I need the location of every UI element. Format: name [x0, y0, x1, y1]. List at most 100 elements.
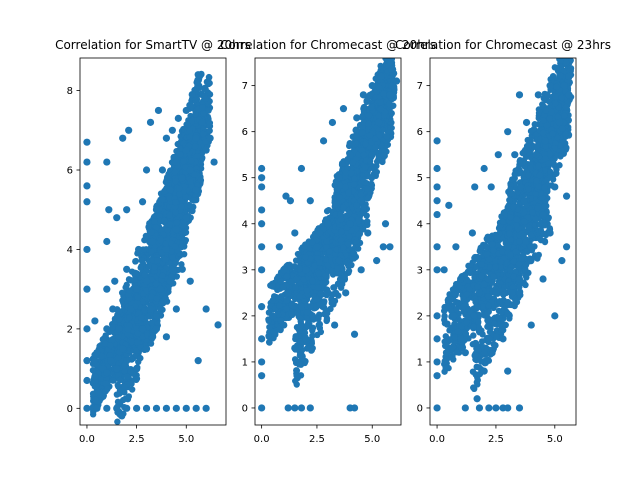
scatter-point — [357, 191, 365, 199]
scatter-point — [258, 404, 266, 412]
scatter-point — [172, 158, 180, 166]
scatter-point — [277, 278, 284, 285]
scatter-point — [337, 284, 345, 291]
scatter-point — [148, 319, 155, 326]
scatter-point — [193, 151, 201, 159]
scatter-point — [93, 349, 101, 357]
scatter-point — [331, 321, 339, 329]
scatter-point — [335, 174, 343, 182]
scatter-point — [316, 301, 323, 308]
scatter-point — [303, 287, 311, 294]
scatter-point — [368, 103, 375, 111]
scatter-point — [266, 323, 273, 331]
scatter-point — [291, 229, 299, 237]
scatter-point — [316, 229, 324, 237]
scatter-point — [337, 211, 344, 218]
scatter-point — [283, 297, 290, 304]
scatter-point — [301, 329, 309, 337]
scatter-point — [202, 85, 209, 93]
scatter-point — [190, 197, 198, 204]
scatter-point — [83, 376, 91, 385]
scatter-point — [93, 404, 101, 412]
scatter-point — [302, 266, 310, 274]
scatter-point — [350, 255, 358, 262]
scatter-point — [357, 266, 365, 274]
scatter-point — [148, 248, 155, 255]
scatter-point — [113, 214, 121, 222]
scatter-point — [350, 330, 359, 338]
scatter-point — [128, 338, 136, 346]
scatter-point — [94, 388, 102, 396]
scatter-point — [152, 404, 161, 412]
scatter-point — [137, 264, 144, 271]
scatter-point — [91, 357, 99, 364]
scatter-point — [346, 220, 354, 228]
scatter-point — [319, 137, 328, 145]
scatter-point — [303, 309, 311, 316]
scatter-point — [166, 195, 174, 202]
scatter-point — [270, 330, 277, 337]
scatter-point — [328, 118, 337, 127]
axes-frame — [254, 57, 402, 426]
scatter-point — [173, 219, 181, 226]
scatter-point — [182, 404, 190, 412]
scatter-point — [360, 151, 368, 159]
scatter-point — [304, 314, 311, 321]
scatter-point — [280, 284, 287, 291]
scatter-points — [258, 58, 401, 412]
scatter-point — [274, 311, 282, 318]
scatter-point — [288, 278, 295, 286]
scatter-point — [443, 321, 451, 328]
scatter-point — [258, 206, 266, 214]
scatter-point — [342, 183, 349, 191]
scatter-point — [265, 317, 273, 325]
scatter-point — [330, 284, 337, 291]
scatter-point — [137, 354, 144, 362]
scatter-point — [313, 296, 321, 303]
scatter-point — [133, 285, 141, 293]
scatter-point — [172, 199, 179, 206]
scatter-point — [149, 333, 157, 341]
scatter-point — [462, 271, 469, 278]
chart-title: Correlation for SmartTV @ 20hrs — [55, 38, 251, 52]
scatter-point — [345, 189, 352, 197]
chart-title: Correlation for Chromecast @ 20hrs — [220, 38, 436, 52]
scatter-point — [180, 222, 187, 230]
scatter-point — [307, 302, 314, 310]
scatter-point — [172, 305, 180, 313]
scatter-point — [168, 126, 176, 134]
scatter-point — [364, 185, 371, 193]
scatter-point — [103, 404, 111, 412]
scatter-point — [324, 289, 332, 297]
scatter-point — [292, 333, 299, 340]
scatter-point — [127, 305, 135, 313]
scatter-point — [149, 257, 156, 264]
scatter-point — [376, 132, 383, 139]
scatter-point — [191, 171, 198, 178]
scatter-point — [134, 245, 143, 254]
scatter-point — [103, 325, 111, 333]
scatter-point — [258, 358, 266, 366]
scatter-point — [346, 151, 354, 159]
scatter-point — [152, 325, 161, 333]
scatter-point — [348, 140, 356, 147]
scatter-point — [91, 372, 99, 381]
scatter-point — [192, 404, 200, 412]
scatter-point — [148, 293, 155, 300]
scatter-point — [133, 364, 141, 373]
scatter-point — [123, 206, 131, 214]
scatter-point — [465, 314, 472, 321]
scatter-point — [194, 357, 202, 365]
scatter-point — [340, 244, 347, 251]
scatter-point — [336, 193, 343, 201]
scatter-point — [146, 118, 155, 126]
scatter-point — [101, 334, 108, 342]
scatter-point — [206, 119, 214, 127]
scatter-point — [124, 326, 132, 333]
scatter-point — [302, 335, 310, 343]
scatter-point — [157, 236, 165, 244]
scatter-point — [92, 396, 99, 404]
y-tick-label: 4 — [67, 245, 73, 256]
y-tick-label: 3 — [242, 265, 248, 276]
